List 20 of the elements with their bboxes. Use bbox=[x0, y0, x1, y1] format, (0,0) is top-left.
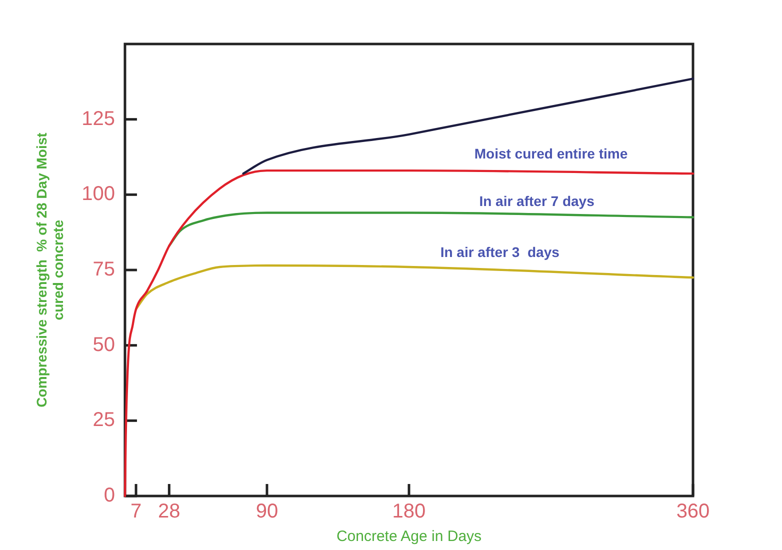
y-axis-title: Compressive strength % of 28 Day Moist cured concrete bbox=[33, 132, 66, 408]
x-tick-label: 180 bbox=[392, 500, 426, 523]
line-series bbox=[134, 264, 694, 310]
annotation: Moist cured entire time bbox=[474, 146, 628, 162]
x-tick-label: 28 bbox=[158, 500, 180, 523]
line-series bbox=[168, 212, 694, 247]
y-tick-label: 75 bbox=[92, 258, 115, 281]
line-series bbox=[242, 78, 694, 175]
annotation: In air after 7 days bbox=[479, 193, 595, 210]
line-series bbox=[124, 169, 694, 498]
y-tick-label: 125 bbox=[82, 108, 115, 130]
x-tick-label: 360 bbox=[676, 500, 710, 523]
y-tick-label: 0 bbox=[104, 484, 115, 507]
y-tick-label: 25 bbox=[92, 409, 115, 432]
annotation: In air after 3 days bbox=[440, 244, 560, 260]
x-axis-title: Concrete Age in Days bbox=[336, 528, 482, 546]
y-tick-label: 100 bbox=[82, 183, 115, 206]
x-tick-label: 7 bbox=[130, 500, 142, 523]
y-tick-label: 50 bbox=[92, 334, 115, 356]
x-tick-label: 90 bbox=[256, 500, 278, 523]
